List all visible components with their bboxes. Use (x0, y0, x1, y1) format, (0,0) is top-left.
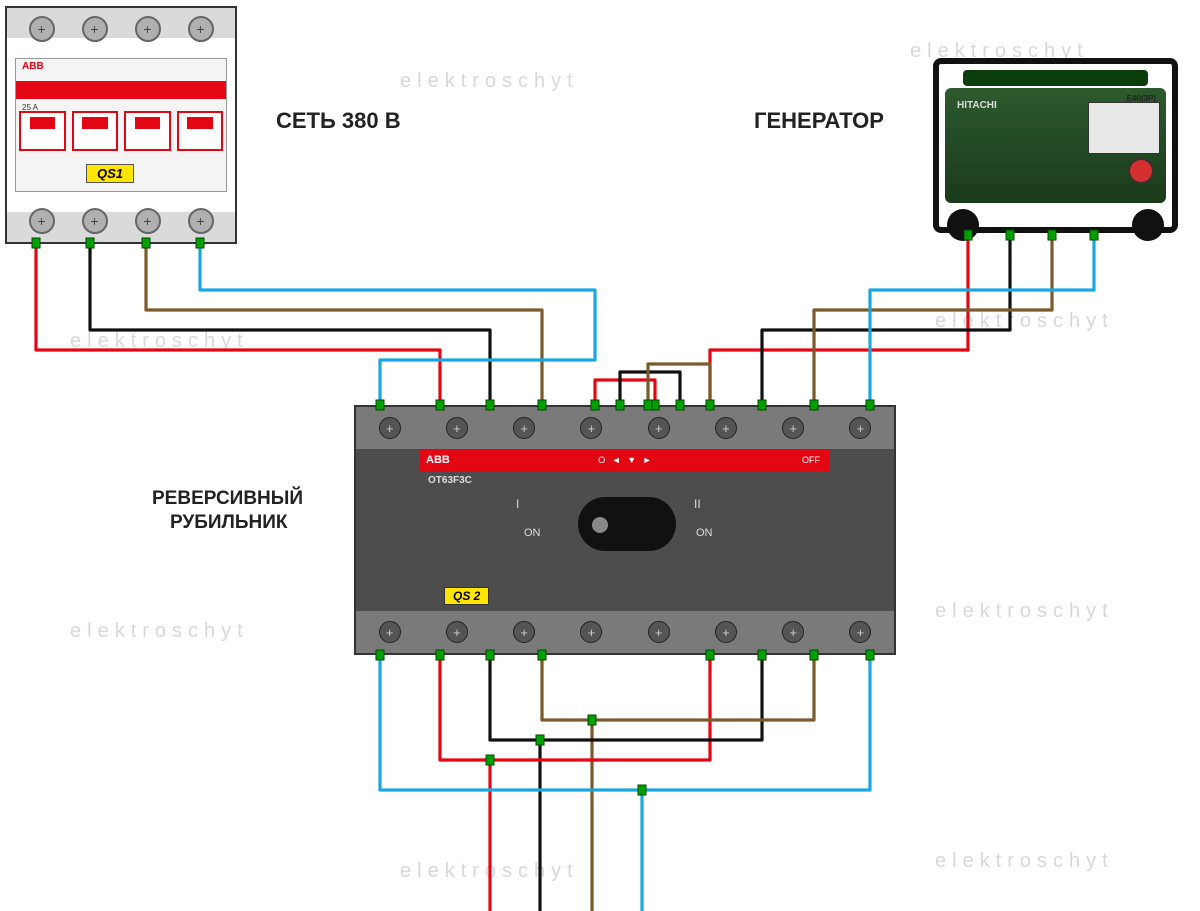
terminal-icon (758, 400, 766, 410)
terminal-icon (376, 400, 384, 410)
terminal-icon (538, 650, 546, 660)
terminal-icon (964, 230, 972, 240)
terminal-icon (1090, 230, 1098, 240)
terminal-icon (436, 650, 444, 660)
terminal-icon (591, 400, 599, 410)
wire-N (642, 655, 870, 790)
terminal-icon (638, 785, 646, 795)
terminal-icon (706, 650, 714, 660)
terminal-icon (486, 755, 494, 765)
terminal-icon (486, 400, 494, 410)
diagram-canvas: elektroschyt elektroschyt elektroschyt e… (0, 0, 1200, 911)
terminal-icon (706, 400, 714, 410)
terminal-icon (538, 400, 546, 410)
terminal-icon (758, 650, 766, 660)
terminal-icon (1006, 230, 1014, 240)
terminal-icon (86, 238, 94, 248)
terminal-icon (436, 400, 444, 410)
wire-N (380, 655, 642, 911)
terminal-icon (644, 400, 652, 410)
terminal-icon (32, 238, 40, 248)
terminal-icon (376, 650, 384, 660)
terminal-icon (142, 238, 150, 248)
wire-L2 (540, 655, 762, 740)
terminal-icon (486, 650, 494, 660)
wire-L1 (710, 235, 968, 405)
wire-L2 (90, 243, 490, 405)
terminal-icon (866, 650, 874, 660)
terminal-icon (676, 400, 684, 410)
wire-L3 (592, 655, 814, 720)
wire-L3 (146, 243, 542, 405)
wire-L3 (814, 235, 1052, 405)
terminal-icon (196, 238, 204, 248)
wiring-layer (0, 0, 1200, 911)
terminal-icon (866, 400, 874, 410)
terminal-icon (810, 650, 818, 660)
wire-L3 (542, 655, 592, 911)
wire-L2 (490, 655, 540, 911)
wire-L1 (490, 655, 710, 760)
terminal-icon (588, 715, 596, 725)
terminal-icon (1048, 230, 1056, 240)
terminal-icon (536, 735, 544, 745)
terminal-icon (810, 400, 818, 410)
wire-L2 (762, 235, 1010, 405)
wire-L1 (440, 655, 490, 911)
terminal-icon (616, 400, 624, 410)
wire-N (870, 235, 1094, 405)
wire-N (200, 243, 595, 405)
